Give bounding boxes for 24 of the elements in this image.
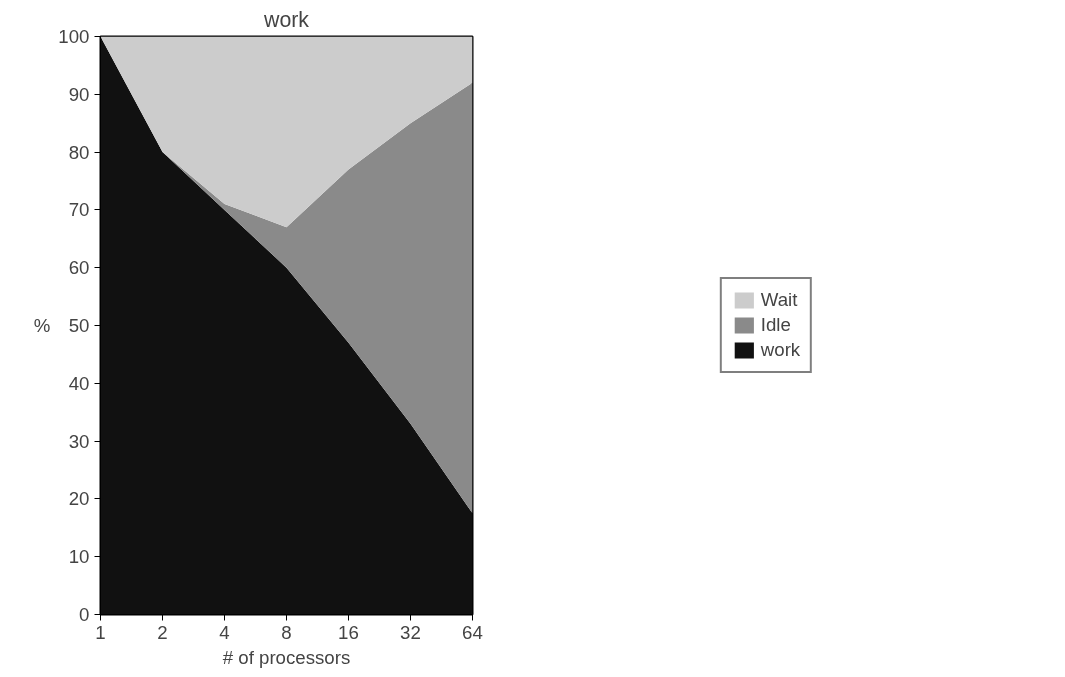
x-tick-label: 1 bbox=[95, 621, 106, 643]
y-tick-label: 80 bbox=[68, 141, 90, 163]
x-tick-label: 16 bbox=[338, 621, 359, 643]
y-tick-label: 70 bbox=[68, 199, 90, 221]
legend-label: Wait bbox=[760, 289, 798, 311]
x-tick-label: 4 bbox=[219, 621, 230, 643]
y-tick-label: 40 bbox=[68, 372, 90, 394]
y-tick-label: 0 bbox=[79, 604, 90, 625]
x-tick-label: 32 bbox=[400, 621, 421, 643]
y-tick-label: 30 bbox=[68, 430, 90, 452]
y-tick-label: 60 bbox=[68, 257, 90, 279]
y-tick-label: 100 bbox=[58, 26, 90, 47]
legend-label: work bbox=[760, 339, 801, 361]
y-tick-label: 10 bbox=[68, 546, 90, 568]
x-tick-label: 64 bbox=[462, 621, 483, 643]
chart-title: work bbox=[262, 7, 310, 32]
y-tick-label: 90 bbox=[68, 83, 90, 105]
y-axis-title: % bbox=[33, 315, 51, 336]
x-tick-label: 8 bbox=[281, 621, 292, 643]
x-tick-label: 2 bbox=[157, 621, 168, 643]
y-tick-label: 20 bbox=[68, 488, 90, 510]
y-tick-label: 50 bbox=[68, 315, 90, 336]
legend-label: Idle bbox=[760, 314, 791, 336]
x-axis-title: # of processors bbox=[222, 646, 351, 668]
